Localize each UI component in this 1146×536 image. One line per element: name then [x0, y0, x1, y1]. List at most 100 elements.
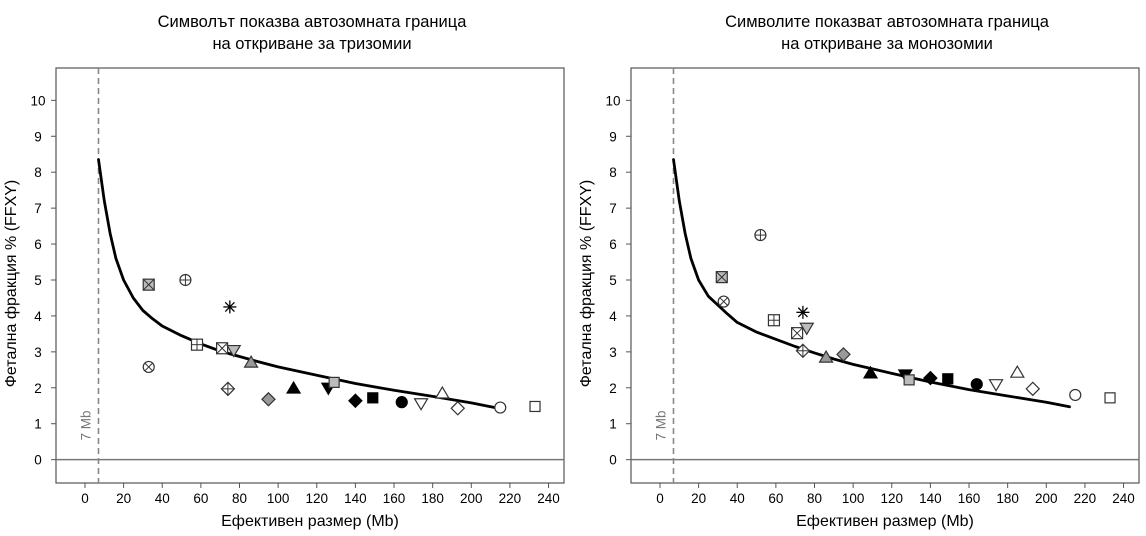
- y-tick-label: 10: [30, 93, 45, 108]
- marker-square: [367, 392, 379, 404]
- marker-circle: [1069, 388, 1082, 402]
- data-point: [220, 381, 236, 397]
- data-point: [529, 400, 541, 413]
- y-tick-label: 4: [34, 309, 42, 324]
- marker-diamond: [261, 391, 276, 407]
- x-tick-label: 240: [1112, 491, 1135, 506]
- data-point: [754, 228, 767, 242]
- y-tick-label: 7: [609, 201, 617, 216]
- data-point: [286, 380, 302, 394]
- x-tick-label: 20: [116, 491, 131, 506]
- data-point: [818, 349, 834, 363]
- detection-limit-curve: [672, 158, 1071, 409]
- y-tick-label: 7: [34, 201, 42, 216]
- marker-diamond: [836, 347, 851, 362]
- data-point: [434, 385, 450, 399]
- x-axis-label: Ефективен размер (Mb): [221, 513, 399, 530]
- data-point: [395, 396, 408, 409]
- marker-diamond: [1025, 381, 1041, 397]
- y-axis-label: Фетална фракция % (FFXY): [578, 180, 595, 387]
- data-point: [226, 344, 242, 358]
- x-tick-label: 20: [691, 491, 706, 506]
- marker-square: [942, 373, 954, 385]
- chart-panel-2: Символите показват автозомната граница на…: [578, 13, 1140, 530]
- x-tick-label: 100: [842, 491, 865, 506]
- data-point: [328, 376, 340, 388]
- marker-triangle-up: [818, 349, 834, 363]
- x-tick-label: 160: [383, 491, 406, 506]
- y-tick-label: 3: [34, 345, 42, 360]
- marker-triangle-down: [799, 322, 815, 336]
- x-tick-label: 200: [460, 491, 483, 506]
- x-tick-label: 0: [656, 491, 664, 506]
- reference-line-label: 7 Mb: [78, 411, 93, 441]
- x-tick-label: 40: [730, 491, 745, 506]
- marker-triangle-up: [434, 385, 450, 399]
- x-tick-label: 200: [1035, 491, 1058, 506]
- x-tick-label: 220: [1074, 491, 1097, 506]
- marker-circle: [395, 396, 408, 409]
- marker-square: [1104, 392, 1116, 404]
- marker-asterisk-stroke: [224, 301, 235, 312]
- x-tick-label: 0: [81, 491, 89, 506]
- y-tick-label: 0: [34, 453, 42, 468]
- x-tick-label: 60: [193, 491, 208, 506]
- data-point: [1025, 381, 1041, 397]
- x-axis-label: Ефективен размер (Mb): [796, 513, 974, 530]
- y-tick-label: 6: [609, 237, 617, 252]
- marker-stroke: [216, 342, 228, 355]
- marker-square: [328, 376, 340, 388]
- marker-triangle-down: [226, 344, 242, 358]
- data-point: [795, 343, 811, 359]
- marker-stroke: [791, 327, 803, 340]
- data-point: [796, 305, 810, 319]
- data-point: [494, 401, 507, 414]
- x-tick-label: 80: [807, 491, 822, 506]
- x-tick-label: 120: [305, 491, 328, 506]
- marker-circle: [970, 378, 983, 391]
- marker-square: [529, 400, 541, 413]
- marker-triangle-down: [988, 379, 1004, 392]
- data-point: [413, 398, 429, 411]
- x-tick-label: 180: [421, 491, 444, 506]
- x-tick-label: 140: [919, 491, 942, 506]
- data-point: [970, 378, 983, 391]
- marker-stroke: [715, 271, 728, 283]
- y-tick-label: 6: [34, 237, 42, 252]
- data-point: [261, 391, 276, 407]
- chart-title-line: на откриване за монозомии: [781, 35, 993, 53]
- x-tick-label: 220: [499, 491, 522, 506]
- y-tick-label: 1: [609, 417, 617, 432]
- data-point: [367, 392, 379, 404]
- data-point: [767, 314, 781, 327]
- y-tick-label: 8: [609, 165, 617, 180]
- data-point: [1104, 392, 1116, 404]
- marker-triangle-up: [286, 380, 302, 394]
- marker-square: [903, 374, 915, 386]
- y-tick-label: 0: [609, 453, 617, 468]
- marker-diamond: [923, 370, 938, 386]
- plot-frame: [630, 67, 1140, 484]
- x-tick-label: 60: [768, 491, 783, 506]
- x-tick-label: 120: [880, 491, 903, 506]
- marker-stroke: [144, 362, 153, 372]
- y-tick-label: 10: [605, 93, 620, 108]
- chart-panel-1: Символът показва автозомната граница на о…: [3, 13, 565, 530]
- marker-triangle-up: [1009, 365, 1025, 378]
- data-point: [179, 273, 192, 287]
- marker-asterisk-stroke: [797, 307, 808, 318]
- marker-stroke: [719, 297, 728, 306]
- marker-diamond: [348, 393, 363, 409]
- marker-circle: [494, 401, 507, 414]
- y-tick-label: 9: [609, 129, 617, 144]
- data-point: [715, 271, 728, 284]
- data-point: [799, 322, 815, 336]
- y-tick-label: 4: [609, 309, 617, 324]
- chart-title-line: на откриване за тризомии: [212, 35, 411, 53]
- x-tick-label: 80: [232, 491, 247, 506]
- marker-diamond: [450, 400, 466, 416]
- y-tick-label: 5: [609, 273, 617, 288]
- marker-triangle-down: [413, 398, 429, 411]
- data-point: [348, 393, 363, 409]
- marker-triangle-up: [243, 354, 259, 368]
